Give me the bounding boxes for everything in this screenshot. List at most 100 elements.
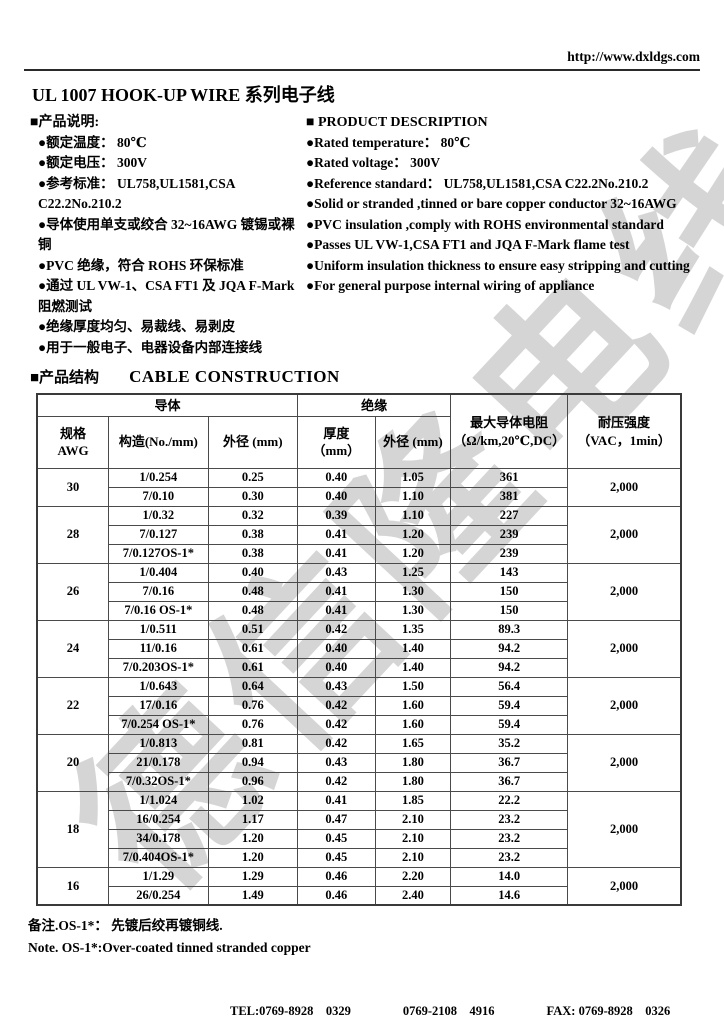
cable-construction-heading-en: CABLE CONSTRUCTION xyxy=(129,367,340,387)
insulation-od-cell: 1.30 xyxy=(374,581,452,602)
cable-construction-heading-cn: ■产品结构 xyxy=(30,370,100,387)
thickness-cell: 0.42 xyxy=(296,695,376,716)
conductor-od-header: 外径 (mm) xyxy=(207,415,298,469)
insulation-od-cell: 2.20 xyxy=(374,866,452,887)
thickness-cell: 0.40 xyxy=(296,657,376,678)
construction-cell: 1/1.024 xyxy=(108,790,209,811)
contact-footer: TEL:0769-8928 0329 0769-2108 4916 FAX: 0… xyxy=(230,1004,700,1019)
construction-cell: 1/0.813 xyxy=(108,733,209,754)
construction-cell: 16/0.254 xyxy=(108,809,209,830)
conductor-od-cell: 0.48 xyxy=(207,581,298,602)
note-en: Note. OS-1*:Over-coated tinned stranded … xyxy=(28,939,311,955)
insulation-od-cell: 1.35 xyxy=(374,619,452,640)
thickness-cell: 0.41 xyxy=(296,790,376,811)
conductor-od-cell: 0.61 xyxy=(207,638,298,659)
conductor-od-cell: 0.96 xyxy=(207,771,298,792)
insulation-od-cell: 1.80 xyxy=(374,771,452,792)
resistance-cell: 239 xyxy=(450,543,569,564)
awg-cell: 20 xyxy=(36,733,110,792)
conductor-od-cell: 1.49 xyxy=(207,885,298,906)
product-description-cn: ■产品说明: ●额定温度： 80℃ ●额定电压： 300V ●参考标准： UL758… xyxy=(24,113,302,358)
cable-construction-heading: ■产品结构 CABLE CONSTRUCTION xyxy=(30,366,700,387)
resistance-cell: 361 xyxy=(450,467,569,488)
withstand-cell: 2,000 xyxy=(567,562,682,621)
table-row: 18 1/1.024 1.02 0.41 1.85 22.2 2,000 xyxy=(36,790,682,868)
construction-cell: 7/0.127OS-1* xyxy=(108,543,209,564)
thickness-cell: 0.42 xyxy=(296,619,376,640)
insulation-od-cell: 1.80 xyxy=(374,752,452,773)
table-row: 30 1/0.254 0.25 0.40 1.05 361 2,000 xyxy=(36,467,682,507)
footer-fax: FAX: 0769-8928 0326 xyxy=(546,1004,671,1019)
awg-cell: 18 xyxy=(36,790,110,868)
resistance-cell: 23.2 xyxy=(450,809,569,830)
bullet-item: ●For general purpose internal wiring of … xyxy=(306,278,595,294)
awg-header: 规格 AWG xyxy=(36,415,110,469)
thickness-cell: 0.42 xyxy=(296,733,376,754)
insulation-od-header: 外径 (mm) xyxy=(374,415,452,469)
insulation-od-cell: 2.10 xyxy=(374,847,452,868)
resistance-cell: 35.2 xyxy=(450,733,569,754)
withstand-cell: 2,000 xyxy=(567,866,682,906)
resistance-cell: 36.7 xyxy=(450,752,569,773)
table-row: 7/0.404OS-1* 1.20 0.45 2.10 23.2 xyxy=(37,847,681,868)
insulation-od-cell: 1.20 xyxy=(374,543,452,564)
resistance-cell: 14.0 xyxy=(450,866,569,887)
bullet-item: ●Rated temperature： 80℃ xyxy=(306,134,471,150)
thickness-cell: 0.41 xyxy=(296,581,376,602)
construction-cell: 7/0.254 OS-1* xyxy=(108,714,209,735)
withstand-cell: 2,000 xyxy=(567,676,682,735)
resistance-cell: 36.7 xyxy=(450,771,569,792)
thickness-cell: 0.45 xyxy=(296,847,376,868)
insulation-od-cell: 1.65 xyxy=(374,733,452,754)
resistance-cell: 14.6 xyxy=(450,885,569,906)
resistance-cell: 59.4 xyxy=(450,714,569,735)
resistance-cell: 150 xyxy=(450,600,569,621)
insulation-od-cell: 1.20 xyxy=(374,524,452,545)
table-row: 7/0.16 OS-1* 0.48 0.41 1.30 150 xyxy=(37,600,681,621)
construction-cell: 21/0.178 xyxy=(108,752,209,773)
insulation-od-cell: 1.40 xyxy=(374,657,452,678)
construction-cell: 7/0.10 xyxy=(108,486,209,507)
bullet-item: ●Solid or stranded ,tinned or bare coppe… xyxy=(306,196,677,212)
thickness-cell: 0.43 xyxy=(296,562,376,583)
thickness-cell: 0.43 xyxy=(296,752,376,773)
resistance-cell: 143 xyxy=(450,562,569,583)
table-row: 7/0.32OS-1* 0.96 0.42 1.80 36.7 xyxy=(37,771,681,792)
construction-cell: 7/0.16 OS-1* xyxy=(108,600,209,621)
bullet-item: ●Passes UL VW-1,CSA FT1 and JQA F-Mark f… xyxy=(306,237,630,253)
thickness-cell: 0.41 xyxy=(296,524,376,545)
bullet-item: ●PVC 绝缘，符合 ROHS 环保标准 xyxy=(38,257,244,273)
cable-construction-table: 导体 绝缘 最大导体电阻 （Ω/km,20℃,DC） 耐压强度 （VAC，1mi… xyxy=(36,393,682,907)
conductor-od-cell: 0.30 xyxy=(207,486,298,507)
conductor-group-header: 导体 xyxy=(36,393,298,417)
website-url[interactable]: http://www.dxldgs.com xyxy=(567,49,700,64)
insulation-od-cell: 1.40 xyxy=(374,638,452,659)
conductor-od-cell: 0.76 xyxy=(207,695,298,716)
insulation-od-cell: 1.05 xyxy=(374,467,452,488)
bullet-item: ●PVC insulation ,comply with ROHS enviro… xyxy=(306,216,664,232)
construction-cell: 1/1.29 xyxy=(108,866,209,887)
conductor-od-cell: 1.20 xyxy=(207,828,298,849)
construction-cell: 1/0.511 xyxy=(108,619,209,640)
bullet-item: ●额定温度： 80℃ xyxy=(38,134,147,150)
resistance-cell: 94.2 xyxy=(450,657,569,678)
withstand-cell: 2,000 xyxy=(567,505,682,564)
note-cn: 备注.OS-1*： 先镀后绞再镀铜线. xyxy=(28,918,223,934)
construction-cell: 11/0.16 xyxy=(108,638,209,659)
product-description-en: ■ PRODUCT DESCRIPTION ●Rated temperature… xyxy=(302,113,700,297)
resistance-cell: 59.4 xyxy=(450,695,569,716)
bullet-item: ●参考标准： UL758,UL1581,CSA C22.2No.210.2 xyxy=(38,175,235,212)
construction-cell: 34/0.178 xyxy=(108,828,209,849)
construction-cell: 7/0.16 xyxy=(108,581,209,602)
insulation-od-cell: 1.10 xyxy=(374,486,452,507)
table-row: 7/0.16 0.48 0.41 1.30 150 xyxy=(37,581,681,602)
conductor-od-cell: 0.64 xyxy=(207,676,298,697)
insulation-od-cell: 1.60 xyxy=(374,714,452,735)
insulation-od-cell: 1.30 xyxy=(374,600,452,621)
insulation-od-cell: 1.85 xyxy=(374,790,452,811)
conductor-od-cell: 0.76 xyxy=(207,714,298,735)
conductor-od-cell: 1.20 xyxy=(207,847,298,868)
thickness-cell: 0.43 xyxy=(296,676,376,697)
thickness-cell: 0.47 xyxy=(296,809,376,830)
